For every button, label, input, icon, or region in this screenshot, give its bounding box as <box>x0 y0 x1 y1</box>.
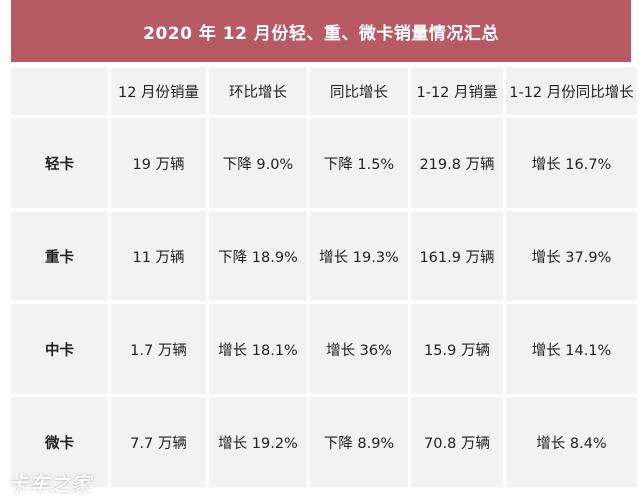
header-row: 12 月份销量 环比增长 同比增长 1-12 月销量 1-12 月份同比增长 <box>11 67 637 115</box>
table-cell: 19 万辆 <box>111 118 206 208</box>
table-cell: 增长 19.2% <box>209 397 307 487</box>
table-row: 中卡 1.7 万辆 增长 18.1% 增长 36% 15.9 万辆 增长 14.… <box>11 304 637 394</box>
table-cell: 增长 8.4% <box>506 397 637 487</box>
table-cell: 增长 14.1% <box>506 304 637 394</box>
table-cell: 15.9 万辆 <box>411 304 503 394</box>
table-cell: 1.7 万辆 <box>111 304 206 394</box>
column-header: 1-12 月销量 <box>411 67 503 115</box>
row-header: 轻卡 <box>11 118 108 208</box>
summary-table-container: 2020 年 12 月份轻、重、微卡销量情况汇总 12 月份销量 环比增长 同比… <box>11 0 637 500</box>
table-cell: 增长 36% <box>310 304 408 394</box>
table-cell: 11 万辆 <box>111 211 206 301</box>
row-header: 微卡 <box>11 397 108 487</box>
column-header: 12 月份销量 <box>111 67 206 115</box>
table-cell: 219.8 万辆 <box>411 118 503 208</box>
column-header: 1-12 月份同比增长 <box>506 67 637 115</box>
table-cell: 7.7 万辆 <box>111 397 206 487</box>
table-cell: 70.8 万辆 <box>411 397 503 487</box>
watermark-logo: 卡车之家 <box>8 472 92 496</box>
table-cell: 增长 19.3% <box>310 211 408 301</box>
column-header: 同比增长 <box>310 67 408 115</box>
table-row: 微卡 7.7 万辆 增长 19.2% 下降 8.9% 70.8 万辆 增长 8.… <box>11 397 637 487</box>
table-cell: 增长 16.7% <box>506 118 637 208</box>
table-cell: 下降 8.9% <box>310 397 408 487</box>
row-header: 中卡 <box>11 304 108 394</box>
table-cell: 增长 37.9% <box>506 211 637 301</box>
table-row: 重卡 11 万辆 下降 18.9% 增长 19.3% 161.9 万辆 增长 3… <box>11 211 637 301</box>
table-cell: 下降 1.5% <box>310 118 408 208</box>
table-cell: 下降 9.0% <box>209 118 307 208</box>
table-cell: 161.9 万辆 <box>411 211 503 301</box>
row-header: 重卡 <box>11 211 108 301</box>
corner-cell <box>11 67 108 115</box>
sales-table: 12 月份销量 环比增长 同比增长 1-12 月销量 1-12 月份同比增长 轻… <box>8 64 640 490</box>
table-row: 轻卡 19 万辆 下降 9.0% 下降 1.5% 219.8 万辆 增长 16.… <box>11 118 637 208</box>
column-header: 环比增长 <box>209 67 307 115</box>
table-cell: 增长 18.1% <box>209 304 307 394</box>
table-cell: 下降 18.9% <box>209 211 307 301</box>
table-title: 2020 年 12 月份轻、重、微卡销量情况汇总 <box>11 0 631 62</box>
